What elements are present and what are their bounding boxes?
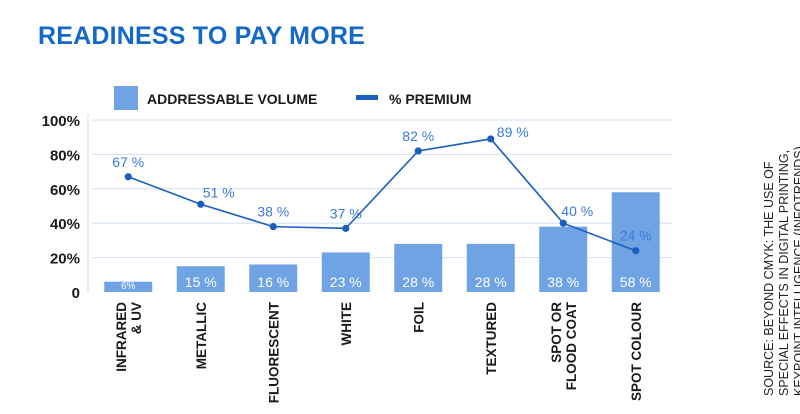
y-tick-label: 100% — [42, 113, 80, 130]
bar — [394, 243, 443, 292]
premium-point — [197, 200, 205, 208]
y-tick-label: 0 — [72, 285, 80, 302]
y-tick-label: 40% — [50, 216, 80, 233]
bar-value-label: 15 % — [185, 274, 217, 290]
x-category-label: METALLIC — [194, 302, 209, 369]
premium-point — [414, 147, 422, 155]
x-category-label: INFRARED & UV — [114, 302, 144, 372]
y-axis: 0 20% 40% 60% 80% 100% — [42, 113, 89, 302]
x-category-label-line: FLUORESCENT — [266, 301, 281, 403]
premium-value-label: 82 % — [402, 128, 434, 144]
bar-value-label: 16 % — [257, 274, 289, 290]
premium-line — [127, 138, 637, 252]
premium-value-label: 38 % — [257, 204, 289, 220]
legend-bar-swatch — [114, 86, 138, 110]
chart-title: READINESS TO PAY MORE — [38, 22, 365, 50]
premium-value-label: 89 % — [497, 124, 529, 140]
x-category-label-line: WHITE — [339, 302, 354, 346]
bar-labels: 6% 15 % 16 % 23 % 28 % 28 % 38 % 58 % — [121, 274, 652, 292]
bar — [176, 266, 225, 292]
legend-line-label: % PREMIUM — [389, 91, 471, 107]
x-category-label: SPOT COLOUR — [629, 302, 644, 401]
x-category-label: TEXTURED — [484, 302, 499, 375]
bar — [539, 226, 588, 292]
premium-value-label: 51 % — [203, 184, 235, 200]
bars — [104, 192, 660, 292]
x-axis-labels: INFRARED & UV METALLIC FLUORESCENT WHITE FOIL… — [114, 301, 644, 403]
premium-point — [487, 135, 495, 143]
x-category-label-line: INFRARED — [114, 302, 129, 372]
bar — [104, 281, 153, 292]
x-category-label-line: SPOT OR — [549, 302, 564, 363]
x-category-label: SPOT OR FLOOD COAT — [549, 301, 579, 390]
y-tick-label: 20% — [50, 251, 80, 268]
premium-line-layer: 67 % 51 % 38 % 37 % 82 % 89 % 40 % 24 % — [112, 124, 652, 255]
premium-point — [269, 223, 277, 231]
x-category-label-line: FOIL — [411, 302, 426, 333]
x-category-label-line: FLOOD COAT — [564, 301, 579, 390]
premium-point — [559, 219, 567, 227]
y-tick-label: 80% — [50, 147, 80, 164]
x-category-label-line: & UV — [129, 302, 144, 334]
bar-value-label: 38 % — [547, 274, 579, 290]
premium-point — [124, 173, 132, 181]
x-category-label: FLUORESCENT — [266, 301, 281, 403]
x-category-label-line: SPOT COLOUR — [629, 302, 644, 401]
premium-value-label: 40 % — [561, 203, 593, 219]
legend-line-swatch — [356, 95, 378, 100]
source-note: SOURCE: BEYOND CMYK: THE USE OF SPECIAL … — [762, 142, 800, 396]
x-category-label-line: TEXTURED — [484, 302, 499, 375]
y-tick-label: 60% — [50, 182, 80, 199]
premium-point — [342, 224, 350, 232]
premium-point — [632, 247, 640, 255]
premium-value-label: 37 % — [330, 205, 362, 221]
bar-value-label: 6% — [121, 281, 136, 292]
bar — [611, 192, 660, 292]
x-category-label: WHITE — [339, 302, 354, 346]
bar — [321, 252, 370, 292]
x-category-label-line: METALLIC — [194, 302, 209, 369]
bar-value-label: 58 % — [620, 274, 652, 290]
bar — [466, 243, 515, 292]
legend: ADDRESSABLE VOLUME % PREMIUM — [114, 86, 471, 110]
premium-value-label: 67 % — [112, 154, 144, 170]
bar — [249, 264, 298, 292]
bar-value-label: 28 % — [475, 274, 507, 290]
premium-value-label: 24 % — [620, 228, 652, 244]
bar-value-label: 23 % — [330, 274, 362, 290]
legend-bar-label: ADDRESSABLE VOLUME — [147, 91, 317, 107]
x-category-label: FOIL — [411, 302, 426, 333]
bar-value-label: 28 % — [402, 274, 434, 290]
